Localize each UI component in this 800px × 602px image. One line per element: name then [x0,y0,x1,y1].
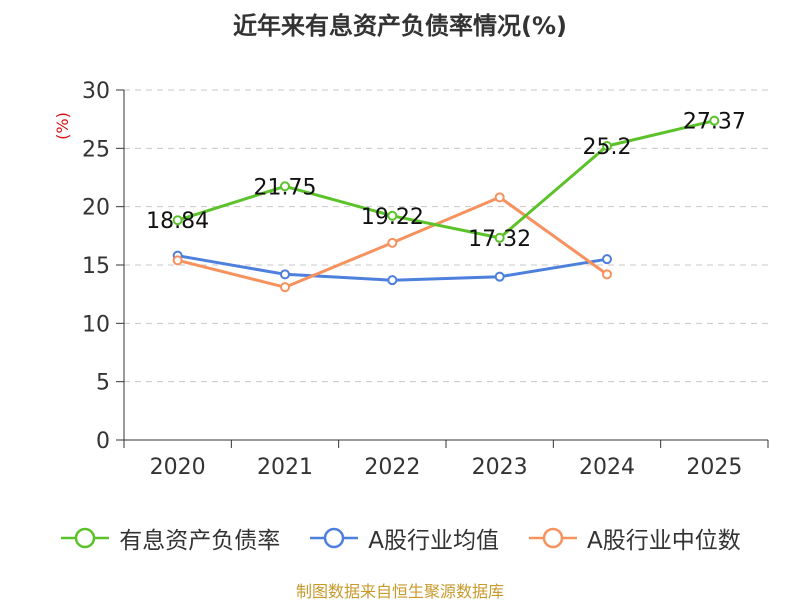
data-labels: 18.84 21.75 19.22 17.32 25.2 27.37 [146,110,746,252]
series-lines [172,115,720,293]
legend-marker-icon [61,527,110,549]
data-point [602,254,612,265]
data-point [280,282,290,293]
y-tick-label: 15 [82,254,110,279]
source-footer: 制图数据来自恒生聚源数据库 [295,582,504,601]
data-label: 19.22 [361,205,424,230]
legend-item: 有息资产负债率 [59,521,280,555]
data-point [172,215,183,226]
data-point [494,232,505,243]
data-point [602,269,612,280]
legend-item: A股行业中位数 [527,521,741,555]
y-tick-label: 10 [82,312,110,337]
data-point [172,255,183,266]
x-tick-label: 2024 [579,455,635,480]
data-point [709,115,720,126]
legend-marker-icon [529,527,577,549]
data-label: 27.37 [683,110,746,135]
y-tick-label: 30 [82,79,110,104]
legend-item: A股行业均值 [308,521,499,555]
y-axis-label: (%) [53,112,72,140]
data-point [280,269,290,280]
x-tick-label: 2021 [257,455,313,480]
legend-label: A股行业均值 [368,528,499,554]
gridlines [124,89,768,383]
legend-label: 有息资产负债率 [119,528,281,554]
legend-label: A股行业中位数 [587,528,741,554]
data-label: 21.75 [254,175,317,200]
data-point [387,275,398,286]
data-point [387,210,398,221]
y-tick-label: 0 [96,429,110,454]
x-tick-label: 2020 [150,455,206,480]
y-tick-label: 25 [82,137,110,162]
legend-marker-icon [310,527,359,549]
y-tick-label: 20 [82,196,110,221]
data-label: 17.32 [468,227,531,252]
series-line [177,119,715,240]
legend: 有息资产负债率 A股行业均值 A股行业中位数 [0,518,800,558]
x-tick-label: 2023 [472,455,528,480]
data-point [602,141,612,151]
data-point [494,192,505,203]
x-tick-label: 2022 [364,455,420,480]
data-point [494,271,505,282]
data-point [280,181,290,192]
data-label: 18.84 [146,209,209,234]
chart-title: 近年来有息资产负债率情况(%) [233,12,567,40]
data-label: 25.2 [583,135,632,160]
x-tick-label: 2025 [686,455,742,480]
y-tick-label: 5 [96,371,110,396]
data-point [387,237,398,248]
